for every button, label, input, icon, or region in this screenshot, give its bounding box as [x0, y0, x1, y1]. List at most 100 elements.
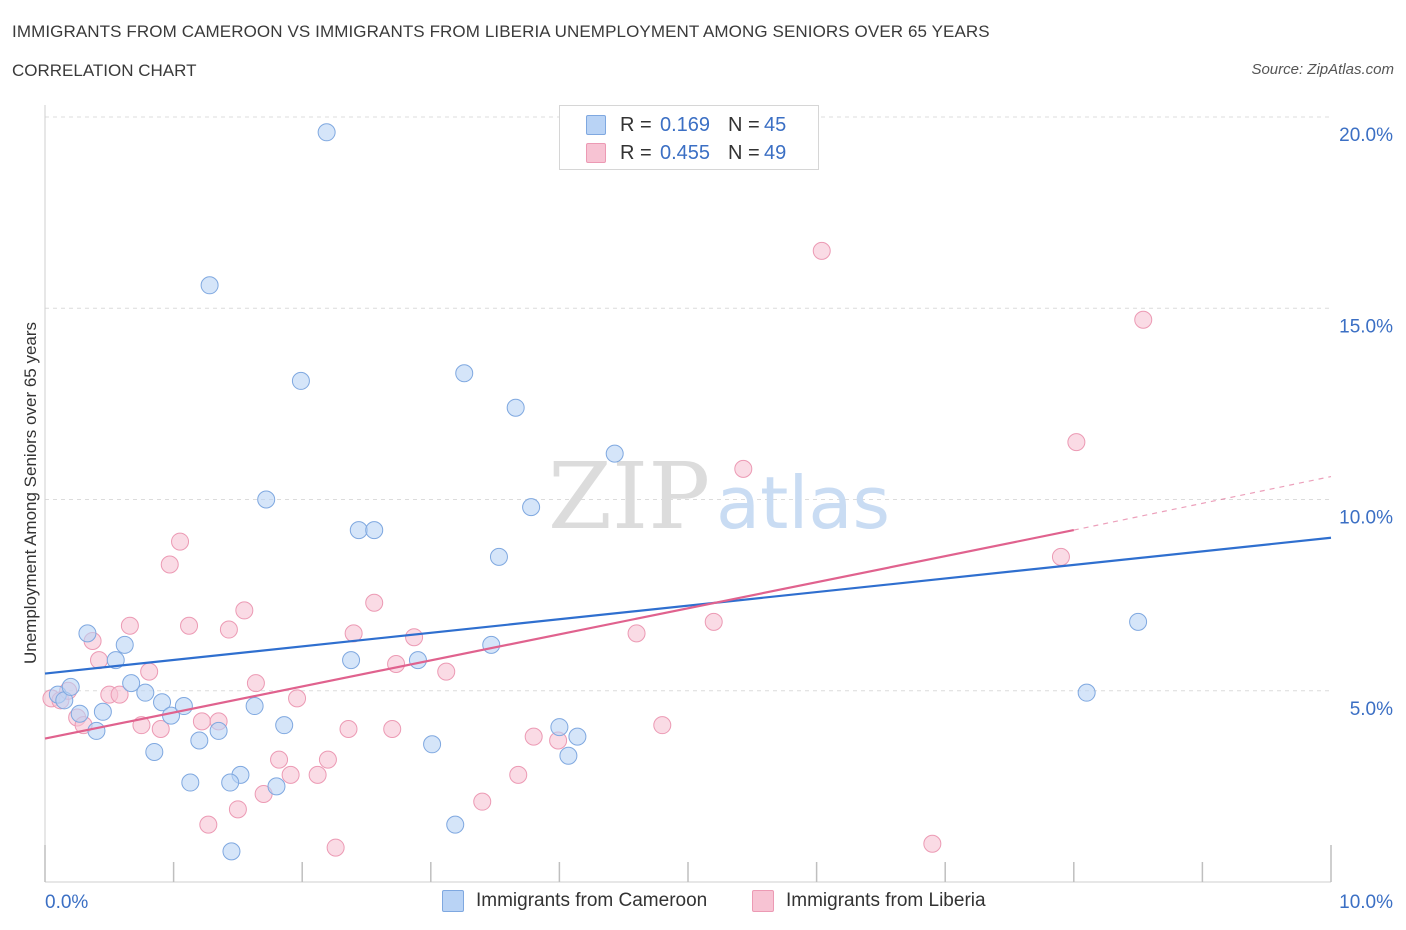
point-cameroon [365, 521, 384, 540]
point-liberia [180, 616, 199, 635]
point-cameroon [145, 742, 164, 761]
point-cameroon [136, 683, 155, 702]
point-cameroon [559, 746, 578, 765]
point-cameroon [87, 721, 106, 740]
legend-r-value: 0.169 [660, 113, 711, 136]
source-credit: Source: ZipAtlas.com [1251, 61, 1394, 78]
trend-line-cameroon [44, 536, 1332, 675]
point-cameroon [506, 398, 525, 417]
point-liberia [288, 689, 307, 708]
series-cameroon-points [48, 123, 1148, 861]
point-cameroon [221, 773, 240, 792]
point-cameroon [1129, 612, 1148, 631]
bottom-legend-swatch-blue [442, 890, 464, 912]
point-liberia [365, 593, 384, 612]
point-cameroon [257, 490, 276, 509]
legend-n-label: N = [728, 113, 760, 136]
point-cameroon [200, 276, 219, 295]
bottom-legend-liberia: Immigrants from Liberia [752, 890, 986, 912]
point-liberia [405, 628, 424, 647]
trend-line-liberia [44, 529, 1075, 740]
point-liberia [270, 750, 289, 769]
point-cameroon [267, 777, 286, 796]
point-cameroon [222, 842, 241, 861]
point-liberia [235, 601, 254, 620]
point-liberia [437, 662, 456, 681]
point-cameroon [317, 123, 336, 142]
legend-row-liberia: R = 0.455 N = 49 [586, 142, 786, 164]
trend-line-liberia-extension [1073, 475, 1332, 531]
point-liberia [199, 815, 218, 834]
point-cameroon [209, 721, 228, 740]
chart-subtitle: CORRELATION CHART [12, 61, 197, 80]
legend-row-cameroon: R = 0.169 N = 45 [586, 114, 786, 136]
watermark: ZIP atlas [548, 443, 890, 550]
point-cameroon [115, 635, 134, 654]
legend-r-label: R = [620, 113, 652, 136]
point-liberia [192, 712, 211, 731]
point-cameroon [482, 635, 501, 654]
point-liberia [339, 720, 358, 738]
point-liberia [219, 620, 238, 639]
y-tick-label: 20.0% [1339, 125, 1393, 146]
legend-r-label: R = [620, 141, 652, 164]
x-tick-label: 10.0% [1339, 892, 1393, 913]
bottom-legend-label: Immigrants from Liberia [786, 890, 986, 911]
point-liberia [627, 624, 646, 643]
point-cameroon [446, 815, 465, 834]
point-liberia [387, 654, 406, 673]
point-liberia [923, 834, 942, 853]
y-tick-label: 10.0% [1339, 508, 1393, 529]
point-cameroon [190, 731, 209, 750]
point-cameroon [1077, 683, 1096, 702]
y-tick-label: 5.0% [1350, 699, 1393, 720]
legend-n-label: N = [728, 141, 760, 164]
correlation-legend: R = 0.169 N = 45 R = 0.455 N = 49 [559, 105, 819, 170]
point-cameroon [106, 651, 125, 670]
point-liberia [308, 765, 327, 784]
bottom-legend-swatch-pink [752, 890, 774, 912]
point-liberia [1134, 310, 1153, 329]
series-liberia-points [42, 241, 1153, 857]
point-cameroon [245, 697, 264, 716]
point-liberia [653, 716, 672, 735]
point-liberia [120, 616, 139, 635]
point-liberia [110, 685, 129, 704]
point-cameroon [349, 521, 368, 540]
point-cameroon [78, 624, 97, 643]
y-axis-label: Unemployment Among Seniors over 65 years [21, 322, 40, 664]
legend-n-value: 45 [764, 113, 787, 136]
point-liberia [812, 241, 831, 260]
point-liberia [383, 720, 402, 738]
point-liberia [246, 674, 265, 693]
point-liberia [524, 727, 543, 746]
point-cameroon [291, 371, 310, 390]
chart-title: IMMIGRANTS FROM CAMEROON VS IMMIGRANTS F… [12, 22, 990, 41]
bottom-legend-cameroon: Immigrants from Cameroon [442, 890, 707, 912]
point-liberia [473, 792, 492, 811]
point-cameroon [423, 735, 442, 754]
point-cameroon [605, 444, 624, 463]
point-liberia [171, 532, 190, 551]
point-cameroon [122, 674, 141, 693]
point-liberia [1051, 547, 1070, 566]
point-liberia [160, 555, 179, 574]
axis-labels: 5.0% 10.0% 15.0% 20.0% 0.0% 10.0% Unemployment… [21, 125, 1393, 913]
point-liberia [140, 662, 159, 681]
point-cameroon [489, 547, 508, 566]
y-tick-label: 15.0% [1339, 316, 1393, 337]
point-liberia [734, 459, 753, 478]
legend-swatch-pink [586, 143, 606, 163]
point-cameroon [408, 651, 427, 670]
point-cameroon [550, 718, 569, 737]
point-liberia [509, 765, 528, 784]
trend-lines [44, 475, 1332, 740]
x-tick-label: 0.0% [45, 892, 88, 913]
point-cameroon [93, 702, 112, 721]
legend-n-value: 49 [764, 141, 787, 164]
point-liberia [704, 612, 723, 631]
point-cameroon [522, 498, 541, 517]
point-cameroon [153, 693, 172, 712]
point-liberia [228, 800, 247, 819]
